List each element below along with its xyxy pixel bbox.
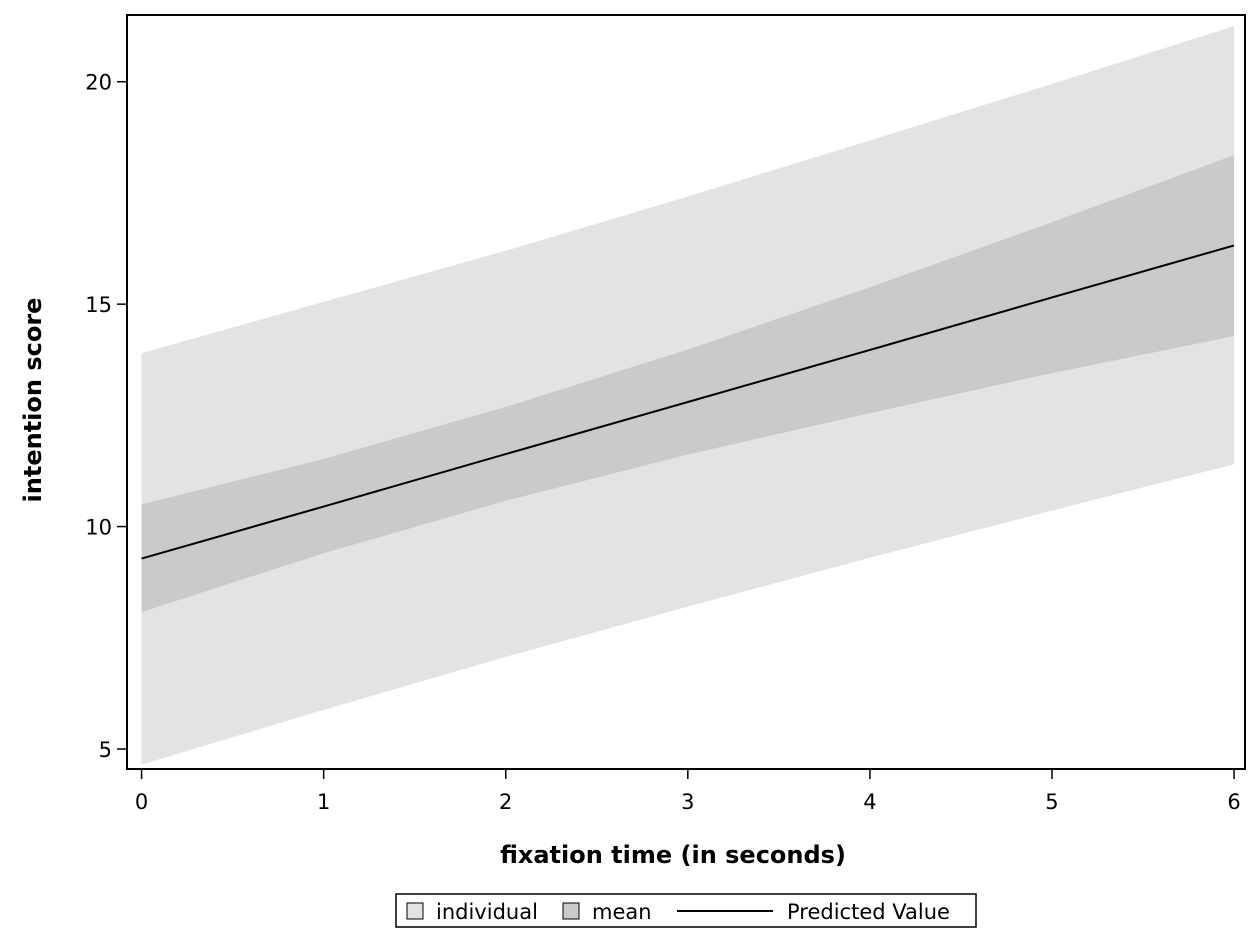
- y-tick-label: 15: [85, 293, 112, 317]
- legend-swatch-mean: [562, 902, 580, 920]
- y-tick-label: 10: [85, 516, 112, 540]
- legend: individual mean Predicted Value: [395, 893, 977, 928]
- band-mean: [141, 155, 1235, 612]
- series-lines: [141, 244, 1235, 560]
- legend-items: individual mean Predicted Value: [406, 900, 950, 924]
- x-tick-label: 4: [863, 790, 876, 814]
- y-tick-label: 5: [99, 738, 112, 762]
- series-line-0: [141, 244, 1235, 560]
- y-tick-label: 20: [85, 71, 112, 95]
- plot-frame: [126, 14, 1246, 770]
- confidence-bands: [141, 26, 1235, 765]
- x-tick-label: 6: [1227, 790, 1240, 814]
- legend-swatch-individual: [406, 902, 424, 920]
- legend-label-individual: individual: [436, 900, 538, 924]
- x-axis: 0 1 2 3 4 5 6: [135, 769, 1241, 814]
- x-axis-title: fixation time (in seconds): [500, 841, 846, 869]
- legend-label-line: Predicted Value: [787, 900, 950, 924]
- x-tick-label: 2: [499, 790, 512, 814]
- x-tick-label: 3: [681, 790, 694, 814]
- x-tick-label: 1: [317, 790, 330, 814]
- y-axis: 5 10 15 20: [85, 71, 127, 762]
- y-axis-title: intention score: [19, 298, 47, 503]
- legend-label-mean: mean: [592, 900, 652, 924]
- x-tick-label: 0: [135, 790, 148, 814]
- x-tick-label: 5: [1045, 790, 1058, 814]
